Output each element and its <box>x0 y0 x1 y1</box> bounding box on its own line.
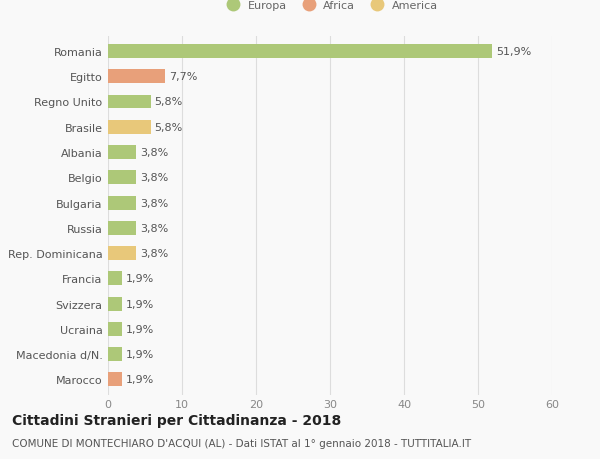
Bar <box>108 272 122 285</box>
Legend: Europa, Africa, America: Europa, Africa, America <box>222 1 438 11</box>
Text: 3,8%: 3,8% <box>140 249 168 258</box>
Text: 3,8%: 3,8% <box>140 224 168 233</box>
Bar <box>108 347 122 361</box>
Text: 3,8%: 3,8% <box>140 148 168 158</box>
Bar <box>108 45 492 59</box>
Text: 1,9%: 1,9% <box>126 349 154 359</box>
Text: COMUNE DI MONTECHIARO D'ACQUI (AL) - Dati ISTAT al 1° gennaio 2018 - TUTTITALIA.: COMUNE DI MONTECHIARO D'ACQUI (AL) - Dat… <box>12 438 471 448</box>
Text: 7,7%: 7,7% <box>169 72 197 82</box>
Bar <box>108 171 136 185</box>
Bar <box>108 70 165 84</box>
Bar <box>108 297 122 311</box>
Text: 3,8%: 3,8% <box>140 173 168 183</box>
Text: 3,8%: 3,8% <box>140 198 168 208</box>
Text: 1,9%: 1,9% <box>126 375 154 385</box>
Bar <box>108 95 151 109</box>
Bar <box>108 146 136 160</box>
Text: Cittadini Stranieri per Cittadinanza - 2018: Cittadini Stranieri per Cittadinanza - 2… <box>12 413 341 427</box>
Bar <box>108 121 151 134</box>
Text: 1,9%: 1,9% <box>126 299 154 309</box>
Bar <box>108 246 136 260</box>
Text: 5,8%: 5,8% <box>155 123 183 133</box>
Text: 51,9%: 51,9% <box>496 47 531 57</box>
Bar <box>108 221 136 235</box>
Text: 5,8%: 5,8% <box>155 97 183 107</box>
Bar <box>108 322 122 336</box>
Text: 1,9%: 1,9% <box>126 324 154 334</box>
Text: 1,9%: 1,9% <box>126 274 154 284</box>
Bar <box>108 196 136 210</box>
Bar <box>108 373 122 386</box>
